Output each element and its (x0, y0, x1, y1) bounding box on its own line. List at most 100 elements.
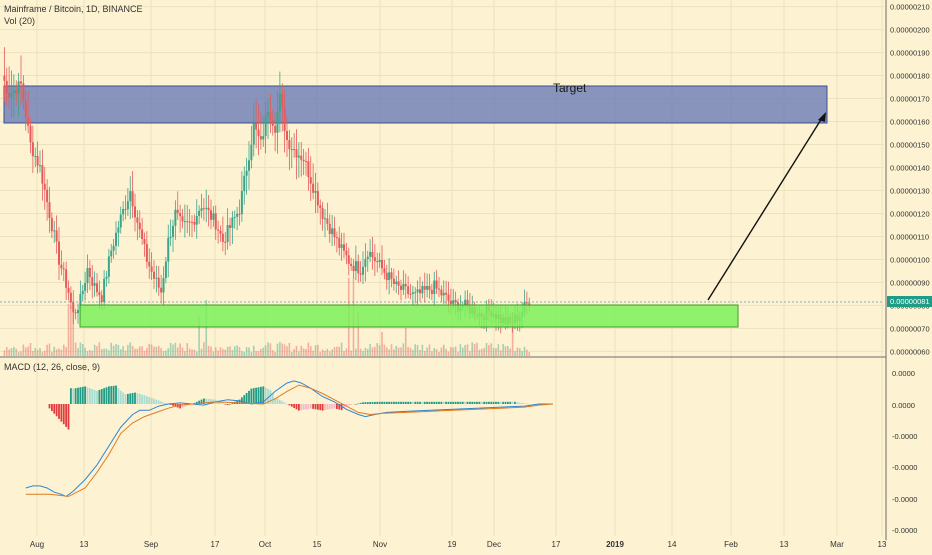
volume-bar (3, 350, 6, 356)
volume-bar (381, 332, 383, 356)
macd-hist-bar (483, 401, 486, 404)
candle-body (366, 256, 369, 260)
macd-hist-bar (103, 388, 106, 404)
candle-body (141, 229, 144, 240)
volume-bar (309, 346, 312, 356)
price-axis[interactable]: 0.00000210 0.00000200 0.00000190 0.00000180… (890, 3, 930, 357)
volume-bar (371, 347, 374, 356)
candle-body (29, 125, 32, 143)
volume-bar (176, 347, 179, 356)
macd-hist-bar (400, 401, 402, 404)
candle-body (238, 213, 241, 215)
volume-bar (393, 349, 395, 356)
volume-bar (188, 348, 191, 356)
target-arrow[interactable] (707, 117, 823, 301)
candle-body (5, 80, 8, 94)
macd-axis[interactable]: 0.0000 0.0000 -0.0000 -0.0000 -0.0000 -0.0000 (892, 369, 917, 535)
volume-bar (81, 343, 84, 356)
volume-bar (70, 306, 72, 356)
macd-hist-bar (523, 403, 526, 404)
time-axis[interactable]: Aug 13 Sep 17 Oct 15 Nov 19 Dec 17 2019 14 Feb 13 Mar 1… (30, 540, 887, 549)
last-price-text: 0.00000081 (890, 297, 930, 306)
macd-label[interactable]: MACD (12, 26, close, 9) (4, 362, 101, 372)
candle-body (364, 259, 367, 267)
volume-bar (421, 344, 424, 356)
macd-hist-bar (316, 404, 319, 410)
volume-bar (426, 347, 428, 356)
macd-hist-bar (62, 404, 65, 425)
macd-hist-bar (312, 404, 315, 409)
macd-hist-bar (295, 404, 298, 410)
candle-body (195, 215, 198, 225)
macd-hist-bar (352, 404, 355, 405)
volume-bar (447, 351, 450, 356)
candle-body (440, 289, 443, 296)
candle-body (202, 208, 205, 210)
candle-body (119, 214, 122, 228)
volume-bar (162, 351, 165, 356)
volume-bar (115, 344, 117, 356)
volume-bar (355, 348, 357, 356)
macd-hist-bar (428, 401, 431, 404)
macd-hist-bar (516, 402, 519, 404)
macd-hist-bar (492, 401, 495, 404)
macd-hist-bar (134, 392, 136, 404)
volume-bar (200, 348, 203, 356)
macd-hist-bar (404, 401, 407, 404)
volume-bar (402, 343, 405, 356)
target-arrow-head (818, 112, 826, 122)
macd-hist-bar (255, 387, 258, 404)
candle-body (328, 223, 331, 235)
volume-bar (248, 347, 250, 356)
macd-hist-bar (525, 403, 528, 405)
volume-bar (103, 348, 105, 356)
candle-body (264, 115, 267, 136)
volume-bar (461, 347, 464, 356)
candle-body (143, 239, 146, 244)
macd-hist-bar (257, 387, 260, 404)
candle-body (10, 92, 13, 98)
candle-body (414, 292, 417, 294)
macd-hist-bar (473, 401, 476, 404)
volume-bar (514, 351, 516, 356)
candle-body (240, 191, 243, 215)
candle-body (200, 208, 203, 211)
volume-bar (438, 351, 440, 356)
macd-hist-bar (53, 404, 56, 414)
macd-hist-bar (485, 401, 488, 404)
volume-bar (174, 342, 177, 356)
price-tick-label: 0.00000130 (890, 186, 930, 195)
volume-bars (3, 278, 531, 356)
volume-bar (32, 350, 34, 356)
candle-body (378, 259, 381, 262)
candle-body (435, 280, 438, 289)
volume-bar (488, 345, 490, 356)
volume-bar (459, 344, 462, 356)
macd-hist-bar (480, 401, 483, 404)
price-tick-label: 0.00000110 (890, 232, 929, 241)
volume-bar (523, 346, 526, 356)
volume-bar (224, 349, 227, 356)
macd-hist-bar (409, 401, 412, 404)
volume-label[interactable]: Vol (20) (4, 16, 36, 26)
volume-bar (317, 344, 319, 356)
macd-hist-bar (461, 401, 464, 404)
volume-bar (526, 349, 528, 356)
candle-body (338, 237, 341, 248)
macd-hist-bar (81, 386, 84, 404)
volume-bar (169, 342, 172, 356)
macd-hist-bar (226, 404, 229, 406)
candle-body (331, 228, 334, 235)
macd-hist-bar (447, 401, 450, 404)
candle-body (145, 243, 148, 262)
macd-hist-bar (419, 401, 421, 404)
volume-bar (307, 342, 310, 356)
macd-hist-bar (91, 389, 94, 404)
support-zone (79, 304, 739, 328)
macd-hist-bar (319, 404, 322, 411)
macd-hist-bar (150, 397, 153, 404)
macd-hist-bar (423, 401, 426, 404)
symbol-title[interactable]: Mainframe / Bitcoin, 1D, BINANCE (4, 4, 143, 14)
volume-bar (72, 312, 75, 356)
